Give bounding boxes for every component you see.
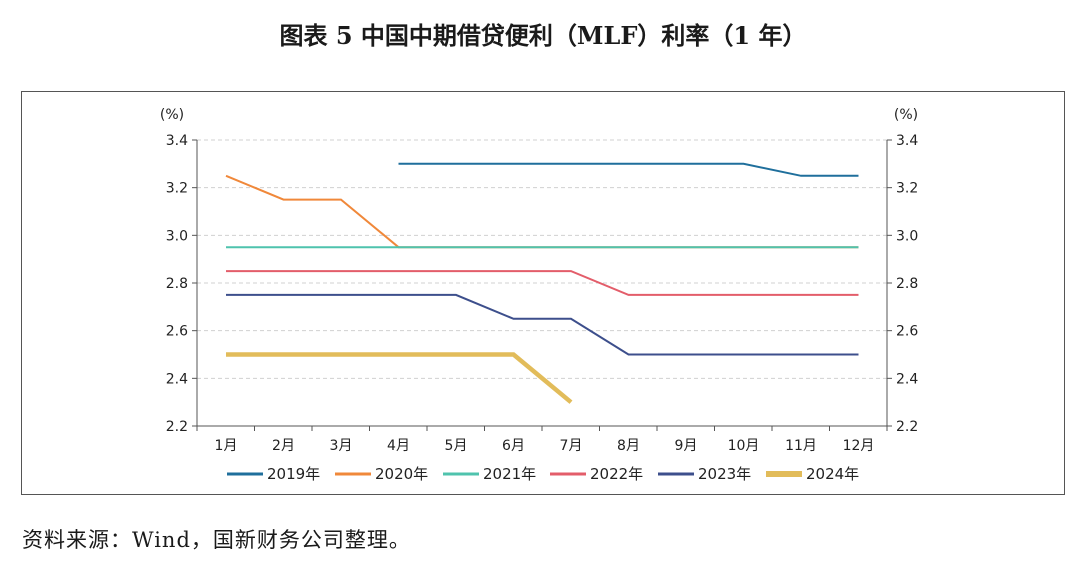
series-line-5	[226, 352, 573, 404]
x-tick-label: 6月	[502, 438, 525, 454]
y-tick-label-left: 3.0	[166, 228, 188, 244]
x-tick-label: 2月	[272, 438, 295, 454]
x-tick-label: 12月	[843, 438, 875, 454]
y-tick-label-right: 2.4	[896, 371, 918, 387]
series-line-1	[225, 174, 859, 249]
legend-label-3: 2022年	[590, 465, 643, 483]
y-tick-label-left: 3.2	[166, 181, 188, 197]
y-tick-label-left: 2.8	[166, 276, 188, 292]
x-tick-label: 9月	[675, 438, 698, 454]
x-tick-label: 11月	[785, 438, 817, 454]
x-tick-label: 10月	[728, 438, 760, 454]
series-line-4	[226, 293, 859, 356]
y-tick-label-right: 2.6	[896, 324, 918, 340]
legend-label-4: 2023年	[698, 465, 751, 483]
x-tick-label: 5月	[445, 438, 468, 454]
legend-label-1: 2020年	[375, 465, 428, 483]
series-line-0	[398, 162, 859, 177]
y-tick-label-left: 2.4	[166, 371, 188, 387]
x-tick-label: 8月	[617, 438, 640, 454]
y-tick-label-right: 3.2	[896, 181, 918, 197]
y-tick-label-right: 3.4	[896, 133, 918, 149]
x-tick-label: 1月	[215, 438, 238, 454]
legend-label-0: 2019年	[267, 465, 320, 483]
chart-frame: 2.2 2.2 2.4 2.4 2.6 2.6 2.8 2.8 3.0 3.0 3.2 3.2 3.4 3…	[21, 91, 1065, 495]
legend-label-5: 2024年	[806, 465, 859, 483]
x-tick-label: 3月	[330, 438, 353, 454]
line-chart: 2.2 2.2 2.4 2.4 2.6 2.6 2.8 2.8 3.0 3.0 3.2 3.2 3.4 3…	[160, 107, 918, 483]
y-tick-label-right: 2.2	[896, 419, 918, 435]
x-tick-label: 7月	[560, 438, 583, 454]
chart-title: 图表 5 中国中期借贷便利（MLF）利率（1 年）	[279, 21, 807, 50]
y-tick-label-left: 3.4	[166, 133, 188, 149]
source-note: 资料来源：Wind，国新财务公司整理。	[22, 528, 411, 552]
y-tick-label-right: 3.0	[896, 228, 918, 244]
y-unit-label-left: (%)	[160, 107, 184, 123]
series-line-3	[226, 270, 859, 296]
legend-label-2: 2021年	[483, 465, 536, 483]
y-tick-label-left: 2.6	[166, 324, 188, 340]
y-tick-label-right: 2.8	[896, 276, 918, 292]
y-tick-label-left: 2.2	[166, 419, 188, 435]
x-tick-label: 4月	[387, 438, 410, 454]
y-unit-label-right: (%)	[894, 107, 918, 123]
